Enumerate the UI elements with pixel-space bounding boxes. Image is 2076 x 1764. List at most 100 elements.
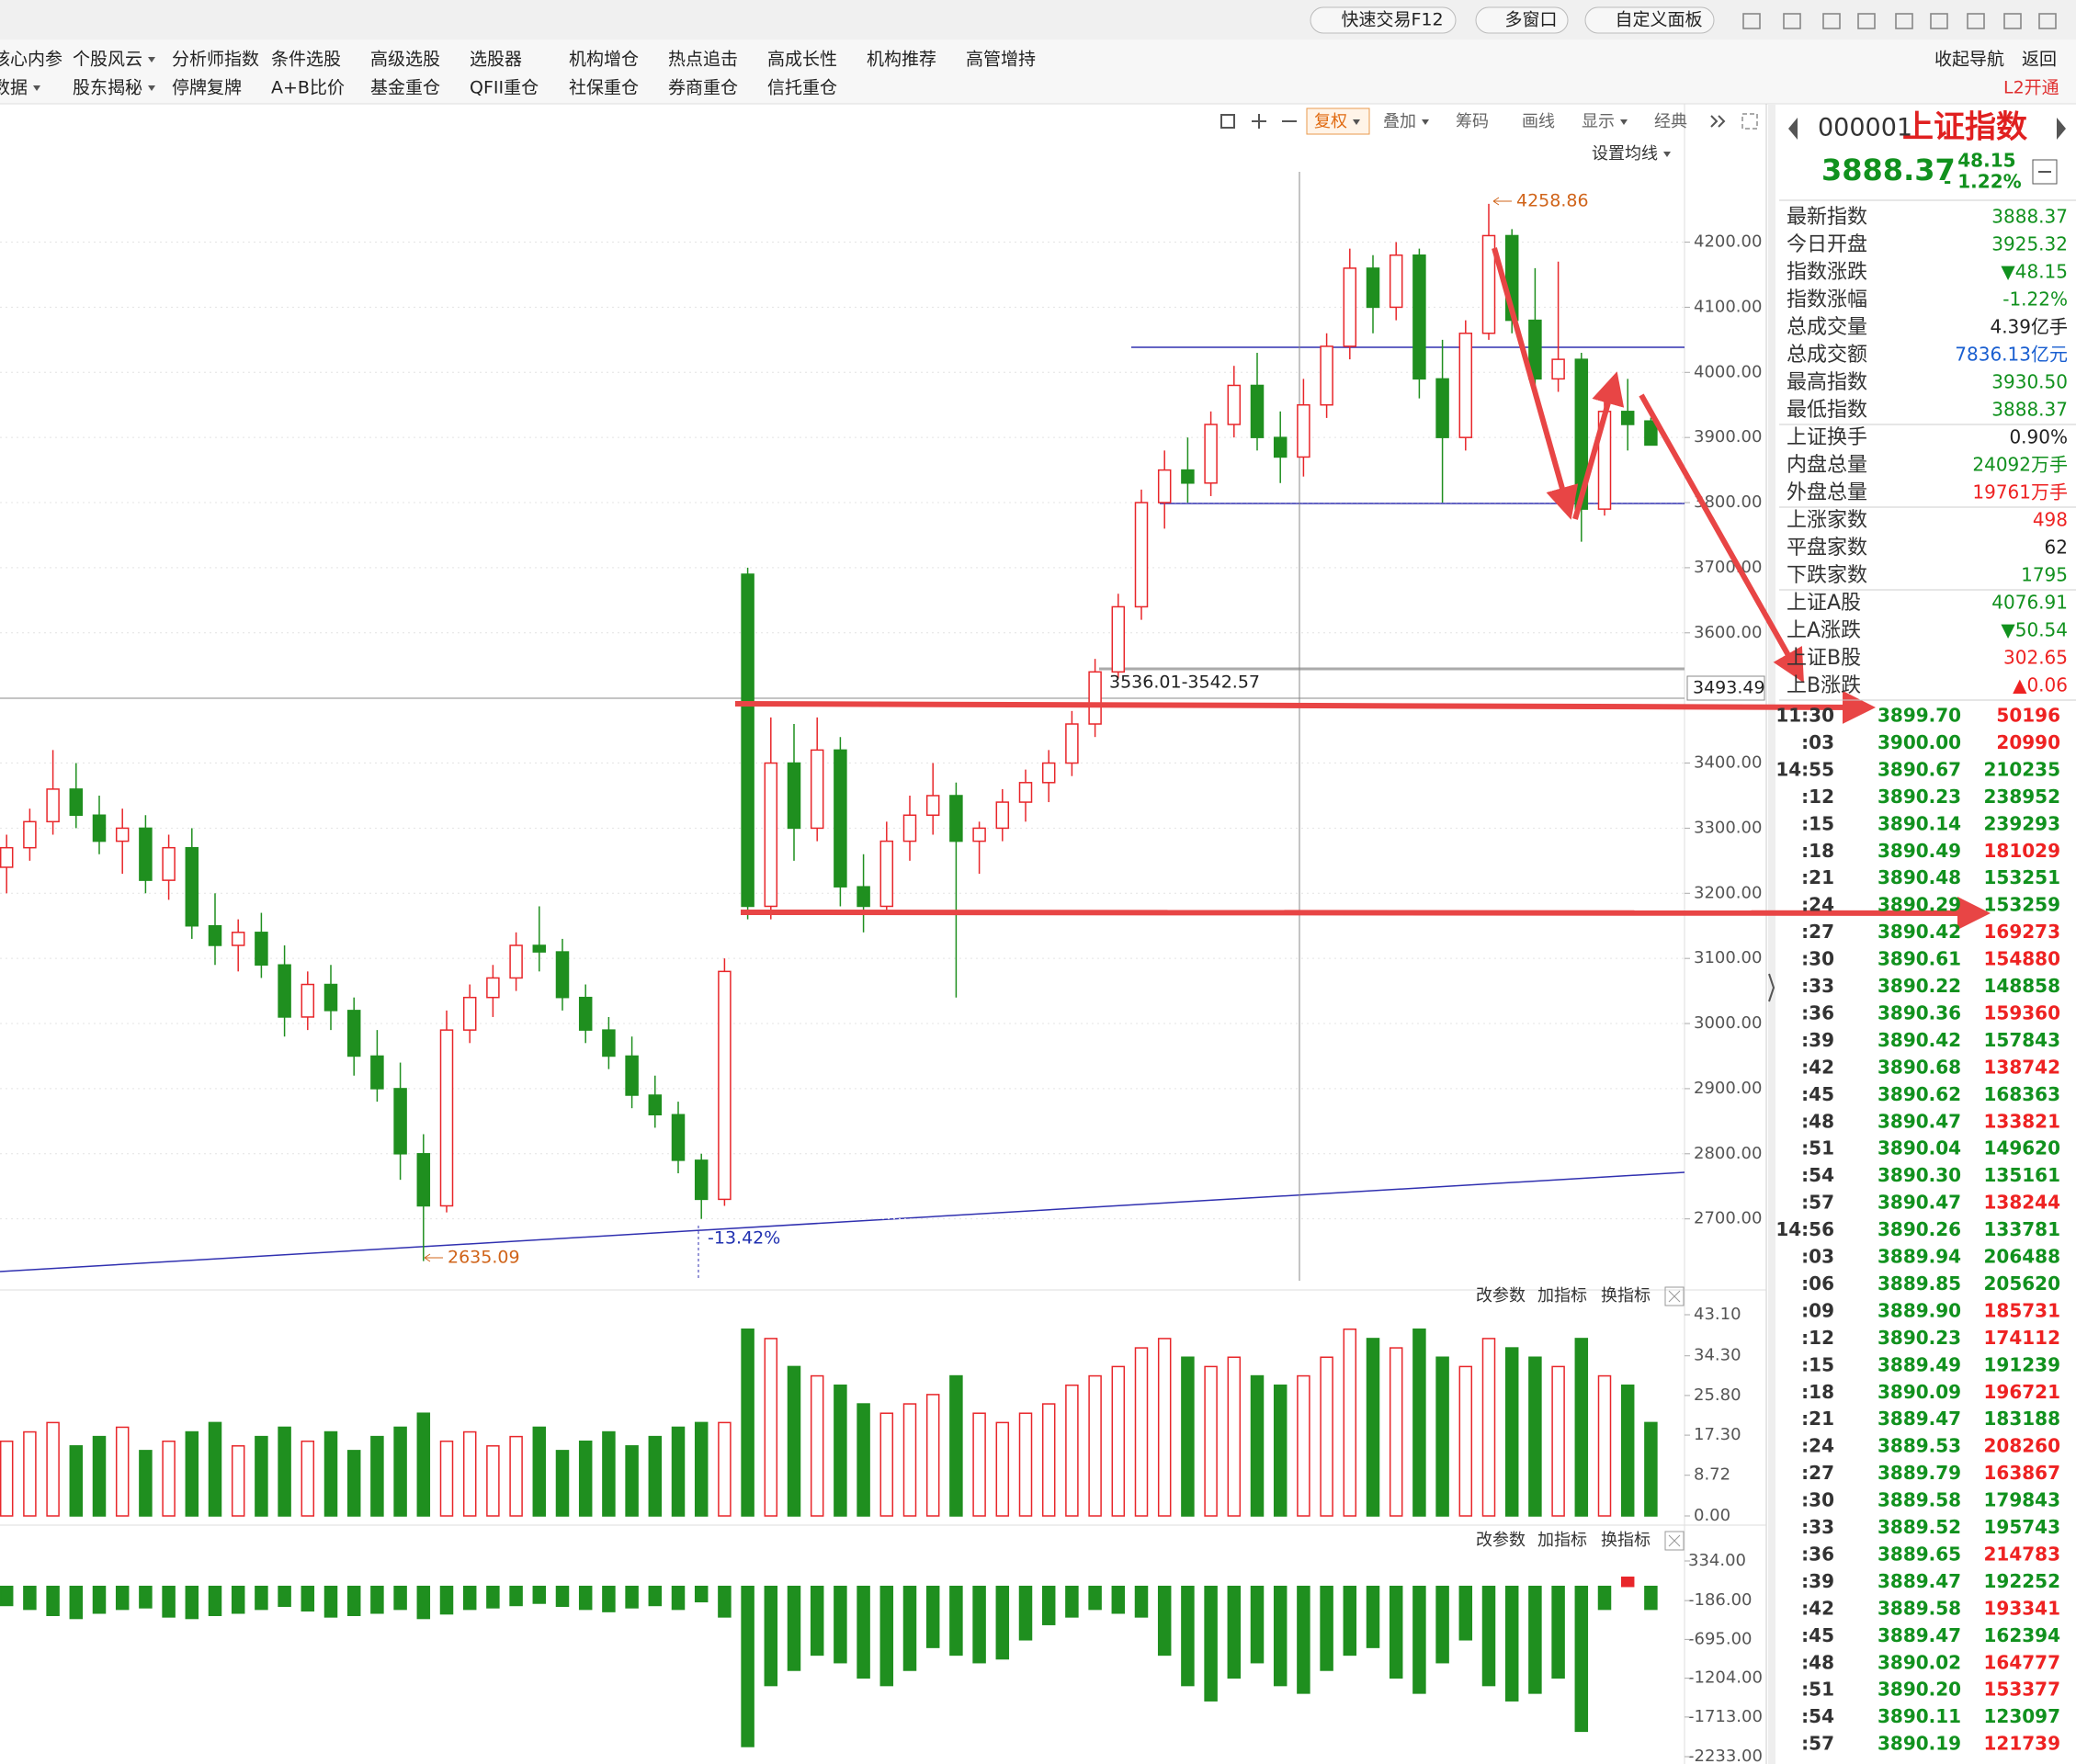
chart-tool-icon[interactable] [1220,114,1235,129]
bar [972,1585,986,1664]
window-icon[interactable] [2003,13,2022,29]
splitter[interactable] [1768,104,1775,1764]
panel-button[interactable]: 加指标 [1537,1286,1587,1306]
panel-close-icon[interactable] [1668,1534,1681,1547]
window-icon[interactable] [1857,13,1876,29]
tick-time: 11:30 [1775,705,1834,727]
chart-tool[interactable]: 筹码 [1456,112,1489,131]
chart-tool-icon[interactable] [1252,114,1266,129]
nav-link[interactable]: 信托重仓 [767,78,837,98]
nav-link[interactable]: QFII重仓 [470,78,539,98]
panel-button[interactable]: 换指标 [1601,1531,1651,1550]
panel-close-icon[interactable] [1668,1290,1681,1303]
chart-tool[interactable]: 叠加 [1383,112,1416,131]
toolbar-button[interactable] [1475,6,1569,34]
tick-price: 3900.00 [1877,731,1961,753]
window-icon[interactable] [1742,13,1761,29]
stat-label: 总成交额 [1787,344,1867,367]
panel-close[interactable] [1664,1286,1685,1306]
y-tick-label: -186.00 [1688,1590,1752,1610]
chart-tool[interactable]: 画线 [1522,112,1555,131]
splitter-arrow[interactable] [1768,973,1775,1002]
window-icon[interactable] [2038,13,2057,29]
chart-tool-icon[interactable] [1741,113,1758,130]
nav-link[interactable]: 高成长性 [767,50,837,70]
stat-label: 上涨家数 [1787,509,1867,532]
tick-price: 3889.79 [1877,1462,1961,1484]
panel-close[interactable] [1664,1531,1685,1551]
toolbar-button[interactable] [1310,6,1457,34]
chart-tool[interactable]: 复权 [1314,112,1347,131]
nav-link[interactable]: 高管增持 [966,50,1036,70]
window-icon[interactable] [1783,13,1801,29]
panel-button[interactable]: 改参数 [1476,1286,1526,1306]
nav-link[interactable]: A+B比价 [271,78,345,98]
nav-link[interactable]: 机构推荐 [867,50,936,70]
toolbar-button-label[interactable]: 快速交易F12 [1341,10,1443,30]
chart-tool[interactable]: 显示 [1582,112,1615,131]
bar [416,1585,431,1620]
toolbar-button-label[interactable]: 自定义面板 [1615,10,1702,30]
toolbar-button-label[interactable]: 多窗口 [1504,10,1557,30]
bar [625,1585,639,1609]
plot: 4200.00 4100.00 4000.00 3900.00 3800.00 3700.… [0,191,1765,1764]
nav-link[interactable]: 社保重仓 [569,78,639,98]
candle-body [1181,469,1195,484]
bar [185,1430,199,1517]
nav-link[interactable]: 核心内参 [0,50,62,70]
tick-price: 3890.02 [1877,1651,1961,1673]
panel-button[interactable]: 换指标 [1601,1286,1651,1306]
nav-link[interactable]: 热点追击 [668,50,738,70]
y-tick-label: 43.10 [1694,1305,1741,1324]
nav-link[interactable]: L2开通 [2003,78,2059,98]
nav-link[interactable]: 条件选股 [271,50,341,70]
nav-link[interactable]: 股东揭秘 [73,78,142,98]
next-button[interactable] [2057,118,2066,140]
tick-price: 3889.58 [1877,1597,1961,1619]
window-icon[interactable] [1895,13,1913,29]
bar [1343,1585,1357,1657]
bar [578,1440,593,1517]
nav-link[interactable]: 高级选股 [370,50,440,70]
nav-link[interactable]: 返回 [2022,50,2057,70]
bar [1551,1585,1565,1679]
tick-price: 3890.42 [1877,921,1961,943]
window-icon[interactable] [1967,13,1985,29]
nav-link[interactable]: 选股器 [470,50,522,70]
candle-body [1297,403,1310,458]
candle-body [486,977,500,999]
window-icon[interactable] [1930,13,1948,29]
y-tick-label: 4200.00 [1694,232,1762,252]
bar [1227,1585,1242,1679]
bar [1041,1585,1056,1625]
nav-link[interactable]: 个股风云 [73,50,142,70]
nav-link[interactable]: 停牌复牌 [172,78,242,98]
bar [602,1430,616,1517]
prev-button[interactable] [1788,118,1798,140]
candle-body [1065,723,1079,764]
chart-tool-icon[interactable] [1710,115,1726,128]
bar [486,1445,500,1517]
nav-link[interactable]: 基金重仓 [370,78,440,98]
panel-button[interactable]: 加指标 [1537,1531,1587,1550]
tick-time: :03 [1801,1246,1834,1268]
collapse-button[interactable] [2032,159,2058,185]
bar [856,1403,870,1517]
tick-time: :36 [1801,1543,1834,1565]
window-icon[interactable] [1822,13,1841,29]
nav-link[interactable]: 机构增仓 [569,50,639,70]
chart-tool[interactable]: 经典 [1654,112,1687,131]
candle-body [902,814,917,842]
candle-body [46,788,60,823]
bar [1273,1384,1288,1517]
nav-link[interactable]: 分析师指数 [172,50,259,70]
toolbar-button[interactable] [1584,6,1715,34]
nav-link[interactable]: 数据 [0,78,28,98]
tick-price: 3890.26 [1877,1218,1961,1240]
nav-link[interactable]: 收起导航 [1934,50,2004,70]
bar [1389,1347,1403,1517]
bar [1111,1585,1126,1614]
panel-button[interactable]: 改参数 [1476,1531,1526,1550]
ma-setting[interactable]: 设置均线 [1592,144,1658,164]
nav-link[interactable]: 券商重仓 [668,78,738,98]
